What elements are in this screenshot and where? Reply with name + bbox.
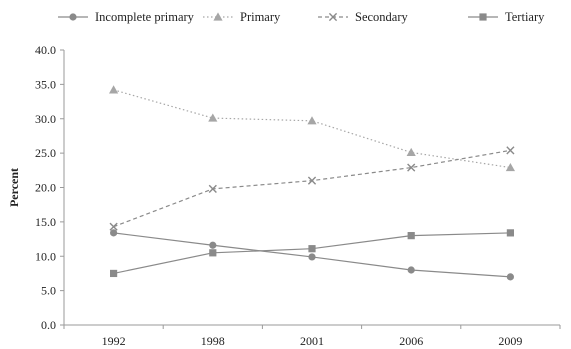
data-point-primary <box>109 85 119 94</box>
y-tick-label: 15.0 <box>35 215 56 229</box>
data-point-tertiary <box>407 232 415 240</box>
data-point-primary <box>406 147 416 157</box>
legend-item-incomplete-primary: Incomplete primary <box>58 10 195 24</box>
legend-item-primary: Primary <box>203 10 281 24</box>
series-line-primary <box>113 89 511 169</box>
data-point-primary <box>505 162 515 172</box>
y-tick-label: 40.0 <box>35 43 56 57</box>
data-point-incomplete-primary <box>110 229 118 237</box>
x-tick-label: 2006 <box>399 334 423 348</box>
legend-label: Primary <box>240 10 281 24</box>
data-point-secondary <box>208 184 217 193</box>
series-line-secondary <box>113 149 511 228</box>
legend-marker <box>69 13 77 21</box>
series-secondary <box>109 146 515 231</box>
series-incomplete-primary <box>110 229 514 281</box>
series-tertiary <box>110 229 514 278</box>
legend-marker <box>328 12 338 22</box>
data-point-secondary <box>307 176 317 185</box>
data-point-incomplete-primary <box>209 241 217 249</box>
data-point-tertiary <box>308 245 316 253</box>
data-point-tertiary <box>110 269 118 278</box>
y-axis-title: Percent <box>7 168 21 207</box>
data-point-primary <box>307 116 317 125</box>
y-tick-label: 25.0 <box>35 146 56 160</box>
legend-marker <box>479 13 487 21</box>
series-line-tertiary <box>113 232 511 275</box>
legend-marker <box>213 12 223 21</box>
data-point-secondary <box>506 146 515 155</box>
legend: Incomplete primary Primary Secondary Tertia… <box>58 10 545 24</box>
x-tick-label: 1998 <box>201 334 225 348</box>
legend-item-tertiary: Tertiary <box>468 10 545 24</box>
series-primary <box>109 85 515 172</box>
data-point-incomplete-primary <box>506 273 514 281</box>
legend-item-secondary: Secondary <box>318 10 409 24</box>
x-tick-label: 2009 <box>498 334 522 348</box>
y-tick-label: 5.0 <box>41 284 56 298</box>
data-point-tertiary <box>209 249 217 257</box>
legend-label: Incomplete primary <box>95 10 195 24</box>
data-point-secondary <box>109 222 118 231</box>
data-point-incomplete-primary <box>308 253 316 261</box>
y-tick-label: 10.0 <box>35 249 56 263</box>
y-tick-label: 0.0 <box>41 318 56 332</box>
data-point-incomplete-primary <box>407 266 415 274</box>
legend-label: Secondary <box>355 10 409 24</box>
series-layer <box>109 85 515 281</box>
data-point-primary <box>208 113 218 122</box>
x-tick-label: 2001 <box>300 334 324 348</box>
legend-label: Tertiary <box>505 10 545 24</box>
y-tick-label: 35.0 <box>35 77 56 91</box>
axes: 0.0 5.0 10.0 15.0 20.0 25.0 30.0 35.0 40.0 1992 19… <box>7 43 561 348</box>
y-tick-label: 20.0 <box>35 181 56 195</box>
data-point-tertiary <box>506 229 514 237</box>
x-tick-label: 1992 <box>102 334 126 348</box>
y-tick-label: 30.0 <box>35 112 56 126</box>
data-point-secondary <box>407 163 416 172</box>
